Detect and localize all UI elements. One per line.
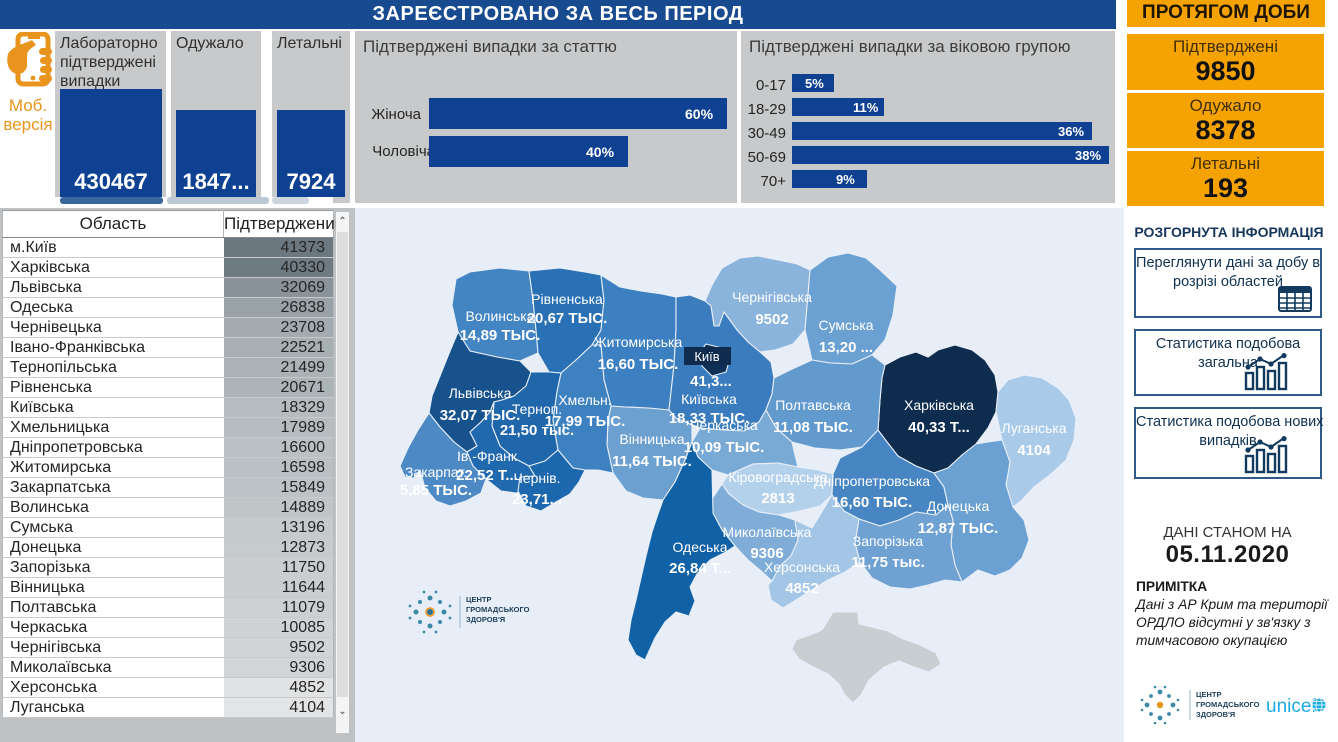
svg-text:Черкаська: Черкаська xyxy=(690,417,758,433)
svg-text:ЗДОРОВ'Я: ЗДОРОВ'Я xyxy=(1196,710,1235,719)
svg-text:11,75 тыс.: 11,75 тыс. xyxy=(851,554,925,571)
svg-text:Терноп.: Терноп. xyxy=(512,401,562,417)
svg-text:Кіровоградська: Кіровоградська xyxy=(728,469,827,485)
svg-text:Чернігівська: Чернігівська xyxy=(732,289,812,305)
svg-text:Миколаївська: Миколаївська xyxy=(723,524,812,540)
svg-text:ЦЕНТР: ЦЕНТР xyxy=(1196,690,1221,699)
svg-text:22,52 Т...: 22,52 Т... xyxy=(456,467,518,484)
svg-text:ГРОМАДСЬКОГО: ГРОМАДСЬКОГО xyxy=(466,605,530,614)
svg-text:Херсонська: Херсонська xyxy=(764,559,840,575)
svg-text:10,09 ТЫС.: 10,09 ТЫС. xyxy=(684,439,765,456)
svg-text:unicef: unicef xyxy=(1266,696,1317,717)
svg-text:9502: 9502 xyxy=(755,311,788,328)
svg-text:Закарпат.: Закарпат. xyxy=(405,464,467,480)
svg-text:ЗДОРОВ'Я: ЗДОРОВ'Я xyxy=(466,615,505,624)
svg-text:32,07 ТЫС.: 32,07 ТЫС. xyxy=(440,407,521,424)
svg-text:Львівська: Львівська xyxy=(449,385,512,401)
svg-text:Луганська: Луганська xyxy=(1001,420,1066,436)
svg-text:20,67 ТЫС.: 20,67 ТЫС. xyxy=(527,310,608,327)
svg-text:Рівненська: Рівненська xyxy=(531,291,603,307)
svg-text:Волинська: Волинська xyxy=(465,308,534,324)
svg-text:Київська: Київська xyxy=(681,391,737,407)
svg-text:5,85 ТЫС.: 5,85 ТЫС. xyxy=(400,482,472,499)
svg-text:Дніпропетровська: Дніпропетровська xyxy=(814,473,930,489)
svg-text:26,84 Т...: 26,84 Т... xyxy=(669,560,731,577)
svg-text:23,71...: 23,71... xyxy=(512,491,562,508)
svg-text:ГРОМАДСЬКОГО: ГРОМАДСЬКОГО xyxy=(1196,700,1260,709)
svg-text:Хмельн.: Хмельн. xyxy=(558,392,611,408)
svg-text:9306: 9306 xyxy=(750,545,783,562)
svg-text:41,3...: 41,3... xyxy=(690,373,732,390)
svg-text:4852: 4852 xyxy=(785,580,818,597)
svg-text:Сумська: Сумська xyxy=(818,317,873,333)
svg-text:16,60 ТЫС.: 16,60 ТЫС. xyxy=(832,494,913,511)
svg-text:Чернів.: Чернів. xyxy=(513,470,560,486)
svg-text:16,60 ТЫС.: 16,60 ТЫС. xyxy=(598,356,679,373)
svg-text:13,20 ...: 13,20 ... xyxy=(819,339,873,356)
svg-text:11,64 ТЫС.: 11,64 ТЫС. xyxy=(612,453,692,470)
svg-text:Полтавська: Полтавська xyxy=(775,397,851,413)
svg-text:2813: 2813 xyxy=(761,490,794,507)
svg-text:21,50 тыс.: 21,50 тыс. xyxy=(500,422,574,439)
svg-text:ЦЕНТР: ЦЕНТР xyxy=(466,595,491,604)
svg-text:Житомирська: Житомирська xyxy=(594,334,683,350)
svg-text:Харківська: Харківська xyxy=(904,397,974,413)
svg-text:12,87 ТЫС.: 12,87 ТЫС. xyxy=(918,520,999,537)
svg-text:14,89 ТЫС.: 14,89 ТЫС. xyxy=(460,327,541,344)
svg-text:40,33 Т...: 40,33 Т... xyxy=(908,419,970,436)
svg-text:Одеська: Одеська xyxy=(672,539,727,555)
svg-text:11,08 ТЫС.: 11,08 ТЫС. xyxy=(773,419,853,436)
svg-text:4104: 4104 xyxy=(1017,442,1051,459)
svg-text:Ів.-Франк: Ів.-Франк xyxy=(457,448,518,464)
svg-text:Київ: Київ xyxy=(694,349,719,364)
svg-text:Запорізька: Запорізька xyxy=(853,533,924,549)
svg-text:Донецька: Донецька xyxy=(927,498,990,514)
svg-text:17,99 ТЫС.: 17,99 ТЫС. xyxy=(545,413,626,430)
svg-text:18,33 ТЫС.: 18,33 ТЫС. xyxy=(669,410,750,427)
svg-text:Вінницька: Вінницька xyxy=(619,431,684,447)
